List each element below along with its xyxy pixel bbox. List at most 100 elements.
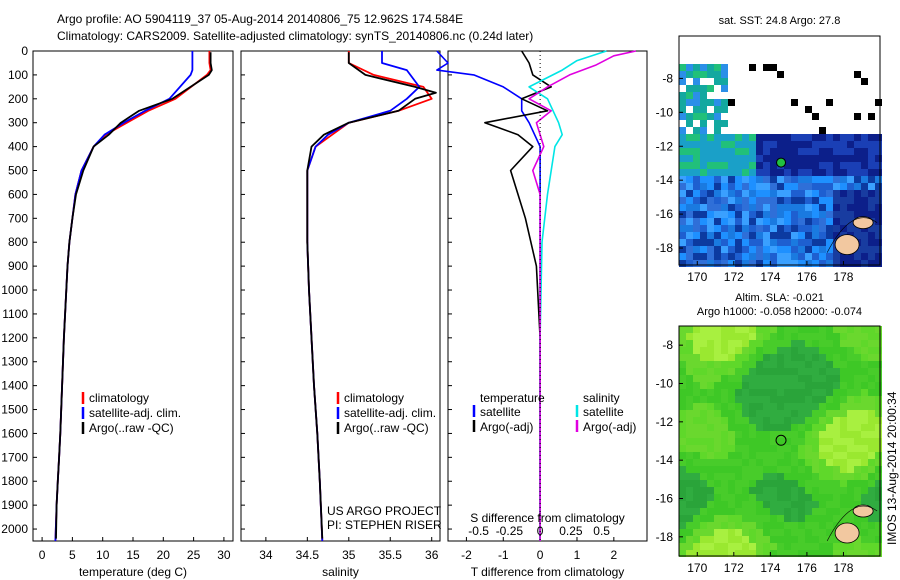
map-cell xyxy=(742,225,749,232)
map-cell xyxy=(819,445,826,452)
map-cell xyxy=(875,169,882,176)
map-cell xyxy=(847,260,854,267)
map-cell xyxy=(728,218,735,225)
map-cell xyxy=(679,508,686,515)
map-cell xyxy=(728,361,735,368)
map-cell xyxy=(826,375,833,382)
map-cell xyxy=(728,211,735,218)
map-cell xyxy=(805,333,812,340)
x-tick-label: 34 xyxy=(259,548,273,562)
map-cell xyxy=(679,480,686,487)
map-cell xyxy=(861,197,868,204)
map-cell xyxy=(749,452,756,459)
map-cell xyxy=(833,211,840,218)
map-cell xyxy=(819,410,826,417)
map-cell xyxy=(679,417,686,424)
map-cell xyxy=(686,389,693,396)
map-cell xyxy=(728,333,735,340)
map-cell xyxy=(686,120,693,127)
map-cell xyxy=(763,354,770,361)
map-cell xyxy=(679,501,686,508)
map-cell xyxy=(861,239,868,246)
map-cell xyxy=(791,550,798,557)
map-cell xyxy=(875,424,882,431)
map-cell xyxy=(819,340,826,347)
map-cell xyxy=(833,361,840,368)
map-cell xyxy=(861,403,868,410)
map-cell xyxy=(686,515,693,522)
map-cell xyxy=(686,487,693,494)
map-cell xyxy=(861,424,868,431)
map-cell xyxy=(868,522,875,529)
map-cell xyxy=(819,403,826,410)
map-cell xyxy=(812,417,819,424)
map-cell xyxy=(693,515,700,522)
map-cell xyxy=(714,218,721,225)
map-cell xyxy=(819,232,826,239)
map-cell xyxy=(728,466,735,473)
map-title: sat. SST: 24.8 Argo: 27.8 xyxy=(719,15,841,27)
map-cell xyxy=(749,347,756,354)
map-cell xyxy=(861,232,868,239)
map-cell xyxy=(777,368,784,375)
map-cell xyxy=(847,501,854,508)
map-cell xyxy=(756,375,763,382)
map-cell xyxy=(679,529,686,536)
map-cell xyxy=(812,529,819,536)
map-cell xyxy=(847,347,854,354)
y-tick-label: 1100 xyxy=(2,307,28,321)
map-cell xyxy=(875,389,882,396)
map-cell xyxy=(854,155,861,162)
float-marker xyxy=(776,157,787,168)
map-cell xyxy=(686,536,693,543)
map-cell xyxy=(721,438,728,445)
map-cell xyxy=(847,543,854,550)
map-cell xyxy=(854,438,861,445)
map-cell xyxy=(728,246,735,253)
map-cell xyxy=(854,466,861,473)
map-cell xyxy=(798,508,805,515)
map-cell xyxy=(791,438,798,445)
map-cell xyxy=(679,347,686,354)
map-cell xyxy=(679,368,686,375)
map-cell xyxy=(826,431,833,438)
map-cell xyxy=(777,494,784,501)
map-cell xyxy=(777,204,784,211)
x-tick-label: -2 xyxy=(461,548,472,562)
map-cell xyxy=(812,501,819,508)
map-cell xyxy=(686,382,693,389)
map-cell xyxy=(833,494,840,501)
map-cell xyxy=(791,375,798,382)
x-tick-label: 170 xyxy=(687,270,707,284)
map-cell xyxy=(693,417,700,424)
map-cell xyxy=(714,550,721,557)
map-cell xyxy=(679,466,686,473)
map-cell xyxy=(868,550,875,557)
map-cell xyxy=(728,431,735,438)
map-cell xyxy=(868,480,875,487)
map-cell xyxy=(868,225,875,232)
map-cell xyxy=(735,246,742,253)
map-cell xyxy=(721,487,728,494)
map-cell xyxy=(735,452,742,459)
map-cell xyxy=(805,155,812,162)
map-cell xyxy=(826,473,833,480)
map-cell xyxy=(700,361,707,368)
map-cell xyxy=(791,155,798,162)
map-cell xyxy=(847,403,854,410)
map-cell xyxy=(679,71,686,78)
map-cell xyxy=(714,522,721,529)
map-cell xyxy=(742,162,749,169)
map-cell xyxy=(875,190,882,197)
map-cell xyxy=(693,389,700,396)
map-cell xyxy=(721,78,728,85)
map-cell xyxy=(791,347,798,354)
map-cell xyxy=(875,246,882,253)
map-cell xyxy=(756,382,763,389)
map-cell xyxy=(749,494,756,501)
map-cell xyxy=(770,155,777,162)
map-cell xyxy=(798,410,805,417)
map-cell xyxy=(777,340,784,347)
map-cell xyxy=(798,417,805,424)
